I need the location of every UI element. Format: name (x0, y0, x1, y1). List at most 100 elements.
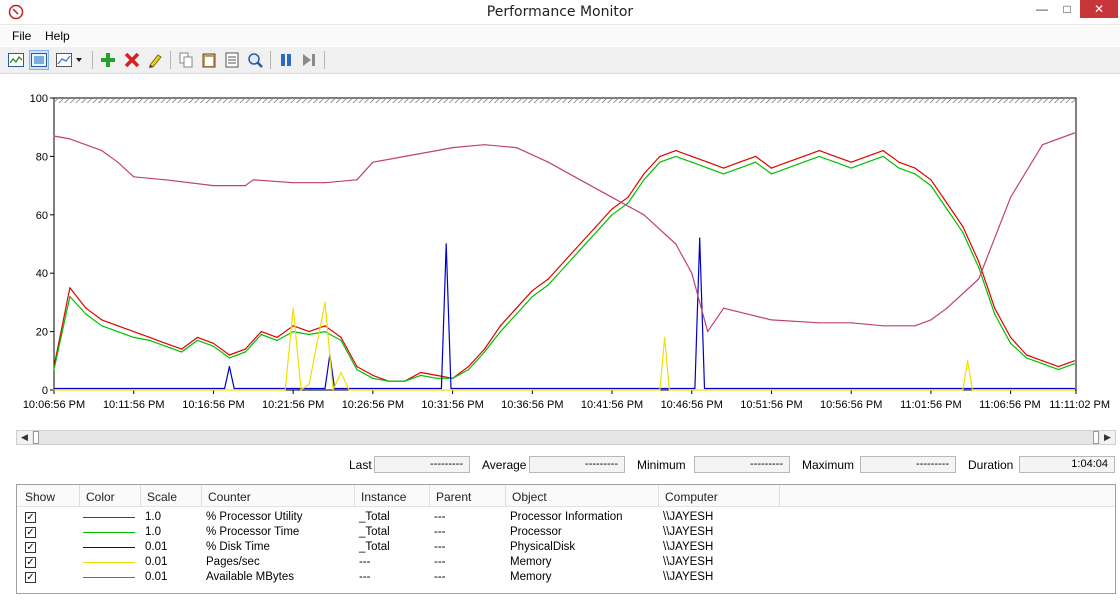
scroll-left-arrow-icon[interactable]: ◀ (17, 431, 32, 444)
data-point (133, 331, 135, 333)
data-point (675, 150, 677, 152)
data-point (547, 161, 549, 163)
column-header-counter[interactable]: Counter (208, 490, 251, 504)
zoom-button[interactable] (245, 50, 265, 70)
maximize-button[interactable]: □ (1063, 2, 1071, 16)
data-point (1073, 132, 1075, 134)
paste-counter-list-icon (202, 53, 216, 68)
menu-help[interactable]: Help (45, 29, 70, 43)
data-point (340, 336, 342, 338)
properties-button[interactable] (222, 50, 242, 70)
column-divider (354, 485, 355, 507)
legend-row[interactable]: ✓ 0.01 Pages/sec --- --- Memory \\JAYESH (17, 555, 1115, 570)
data-point (467, 369, 470, 371)
maximum-value: --------- (860, 456, 956, 473)
close-button[interactable]: ✕ (1080, 0, 1118, 18)
data-point (675, 155, 677, 157)
range-start-handle[interactable] (33, 431, 39, 444)
data-point (181, 351, 183, 353)
data-point (563, 260, 565, 263)
data-point (69, 287, 71, 289)
show-checkbox[interactable]: ✓ (25, 527, 36, 538)
data-point (212, 345, 214, 347)
data-point (348, 389, 350, 391)
range-end-handle[interactable] (1093, 431, 1099, 444)
data-point (483, 351, 486, 353)
freeze-display-button[interactable] (276, 50, 296, 70)
minimize-button[interactable]: — (1036, 2, 1048, 16)
data-point (563, 266, 565, 268)
computer-name: \\JAYESH (663, 541, 714, 553)
data-point (882, 325, 884, 327)
legend-row[interactable]: ✓ 1.0 % Processor Time _Total --- Proces… (17, 525, 1115, 540)
data-point (675, 243, 677, 245)
toolbar-separator (324, 51, 325, 69)
y-tick-label: 60 (36, 210, 48, 222)
data-point (420, 371, 422, 374)
data-point (101, 150, 103, 152)
data-point (739, 161, 741, 163)
series-line-2 (54, 237, 1075, 390)
show-checkbox[interactable]: ✓ (25, 512, 36, 523)
update-data-button[interactable] (299, 50, 319, 70)
data-point (1026, 354, 1028, 356)
column-header-scale[interactable]: Scale (147, 490, 178, 504)
data-point (53, 369, 55, 371)
show-checkbox[interactable]: ✓ (25, 572, 36, 583)
maximum-label: Maximum (802, 458, 855, 472)
paste-counter-list-button[interactable] (199, 50, 219, 70)
scroll-right-arrow-icon[interactable]: ▶ (1100, 431, 1115, 444)
show-checkbox[interactable]: ✓ (25, 542, 36, 553)
column-header-color[interactable]: Color (86, 490, 115, 504)
performance-graph[interactable]: 0 20 40 60 80 100 10:06:56 PM 10:11:56 PM 10:16:… (8, 80, 1112, 420)
legend-row[interactable]: ✓ 0.01 % Disk Time _Total --- PhysicalDi… (17, 540, 1115, 555)
data-point (691, 272, 693, 274)
x-tick-label: 11:06:56 PM (979, 399, 1041, 411)
data-point (668, 389, 671, 391)
view-log-data-button[interactable] (29, 50, 49, 70)
column-header-instance[interactable]: Instance (361, 490, 407, 504)
show-checkbox[interactable]: ✓ (25, 557, 36, 568)
legend-row[interactable]: ✓ 0.01 Available MBytes --- --- Memory \… (17, 570, 1115, 585)
x-tick-label: 10:41:56 PM (581, 399, 643, 411)
data-point (133, 336, 135, 338)
computer-name: \\JAYESH (663, 526, 714, 538)
data-point (694, 387, 696, 390)
time-range-scrollbar[interactable]: ◀ ▶ (16, 430, 1116, 445)
performance-monitor-app-icon[interactable] (8, 4, 24, 20)
data-point (699, 237, 701, 239)
column-header-computer[interactable]: Computer (665, 490, 718, 504)
data-point (595, 225, 597, 228)
color-swatch (83, 577, 135, 578)
column-header-parent[interactable]: Parent (436, 490, 472, 504)
data-point (101, 325, 103, 327)
change-graph-type-button[interactable] (54, 50, 86, 70)
column-header-show[interactable]: Show (25, 490, 56, 504)
object-name: Processor (510, 526, 562, 538)
y-tick-label: 40 (36, 268, 48, 280)
column-header-object[interactable]: Object (512, 490, 547, 504)
data-point (300, 389, 302, 391)
view-current-activity-button[interactable] (6, 50, 26, 70)
data-point (276, 339, 278, 341)
delete-counter-button[interactable] (122, 50, 142, 70)
data-point (946, 307, 948, 309)
x-tick-label: 10:36:56 PM (501, 399, 563, 411)
data-point (866, 161, 868, 163)
add-counter-button[interactable] (98, 50, 118, 70)
data-point (149, 336, 151, 338)
legend-row[interactable]: ✓ 1.0 % Processor Utility _Total --- Pro… (17, 510, 1115, 525)
highlight-button[interactable] (145, 50, 165, 70)
menu-file[interactable]: File (12, 29, 32, 43)
color-swatch (83, 532, 135, 533)
data-point (340, 371, 342, 374)
data-point (452, 147, 454, 149)
update-data-icon (303, 54, 315, 66)
data-point (691, 155, 693, 157)
data-point (372, 161, 374, 163)
copy-properties-button[interactable] (176, 50, 196, 70)
data-point (1041, 360, 1044, 362)
data-point (1073, 363, 1075, 365)
data-point (404, 155, 406, 157)
data-point (356, 366, 358, 368)
